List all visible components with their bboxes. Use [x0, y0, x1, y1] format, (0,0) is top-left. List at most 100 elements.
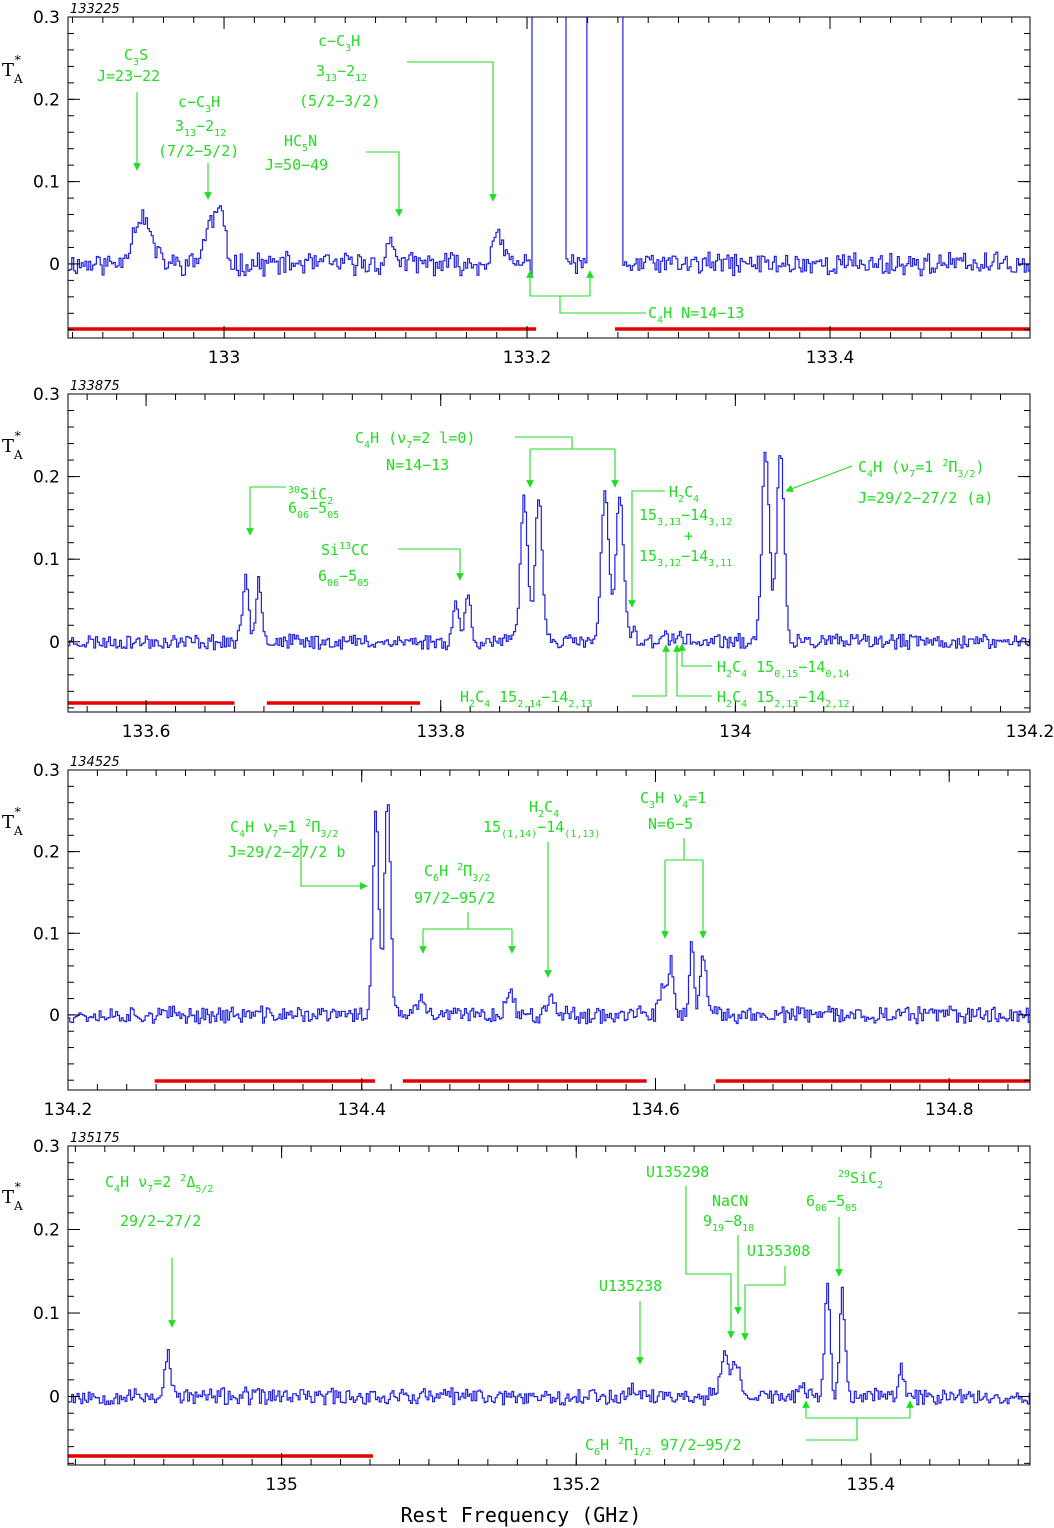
ann-c4h-b-j: J=29/2−27/2 b — [228, 843, 345, 861]
y-tick-label: 0.1 — [33, 173, 60, 193]
y-tick-label: 0 — [49, 1388, 60, 1408]
ann-cc3h2-trans: 313−212 — [316, 62, 367, 84]
ann-h2c4-p2-trans: 15(1,14)−14(1,13) — [483, 818, 600, 840]
spectrum-panel-135175: 0 0.1 0.2 0.3 135 135.2 135.4 135175 — [33, 1131, 1031, 1495]
leader-c6h-12 — [806, 1418, 858, 1441]
arrow-cc3h2 — [407, 61, 497, 202]
annotations-panel-0: C3S J=23−22 c−C3H 313−212 (7/2−5/2) HC5N… — [97, 32, 744, 326]
y-tick-label: 0.2 — [33, 90, 60, 110]
arrow-h2c4 — [628, 490, 665, 608]
x-tick-label: 134.4 — [337, 1100, 386, 1120]
ann-c4h-n: C4H N=14−13 — [648, 304, 744, 326]
ann-h2c4-213: H2C4 152,13−142,12 — [717, 688, 850, 710]
ann-cc3h2-name: c−C3H — [318, 32, 360, 54]
spectrum-line — [68, 804, 1030, 1025]
ann-h2c4-name: H2C4 — [669, 483, 699, 505]
annotations-panel-1: 30SiC2 606−505 Si13CC 606−505 C4H (ν7=2 … — [246, 429, 993, 710]
x-tick-label: 133.6 — [122, 722, 171, 742]
ann-u135298: U135298 — [646, 1163, 709, 1181]
y-tick-label: 0.3 — [33, 385, 60, 405]
ann-nacn-trans: 919−818 — [703, 1212, 754, 1234]
arrow-hc5n — [366, 151, 403, 217]
y-tick-label: 0.2 — [33, 1221, 60, 1241]
ann-c4hv1-j: J=29/2−27/2 (a) — [858, 489, 993, 507]
arrow-c4h-b — [300, 839, 368, 890]
x-tick-label: 135.4 — [847, 1475, 896, 1495]
y-tick-label: 0.1 — [33, 1304, 60, 1324]
spectrum-line — [68, 1282, 1030, 1406]
ann-hc5n-j: J=50−49 — [265, 156, 328, 174]
spectrum-line — [68, 451, 1030, 651]
ann-nacn-name: NaCN — [712, 1192, 748, 1210]
x-tick-label: 133.8 — [416, 722, 465, 742]
ann-c6h-32-j: 97/2−95/2 — [414, 889, 495, 907]
ann-29sic2-name: 29SiC2 — [838, 1169, 883, 1191]
x-tick-label: 135 — [265, 1475, 297, 1495]
ann-h2c4-p2-name: H2C4 — [529, 798, 559, 820]
arrow-30sic2 — [246, 486, 286, 536]
ann-c4h-b-name: C4H ν7=1 2Π3/2 — [230, 818, 338, 840]
x-tick-label: 133 — [208, 348, 240, 368]
ann-c6h-12: C6H 2Π1/2 97/2−95/2 — [585, 1436, 742, 1458]
y-tick-label: 0.1 — [33, 550, 60, 570]
ann-cc3h-trans: 313−212 — [175, 117, 226, 139]
x-axis-label: Rest Frequency (GHz) — [401, 1503, 642, 1527]
y-tick-label: 0 — [49, 633, 60, 653]
x-tick-label: 134.8 — [925, 1100, 974, 1120]
ann-hc5n-name: HC5N — [284, 132, 317, 154]
spectrum-panel-133875: 0 0.1 0.2 0.3 133.6 133.8 134 134.2 133875 — [33, 379, 1054, 742]
plot-frame — [67, 393, 1031, 713]
ann-c3s-name: C3S — [124, 46, 148, 68]
ann-u135308: U135308 — [747, 1242, 810, 1260]
arrow-c4hv1 — [785, 465, 853, 493]
spectrum-panel-134525: 0 0.1 0.2 0.3 134.2 134.4 134.6 134.8 134525 — [33, 755, 1031, 1120]
arrow-h2c4-015 — [678, 643, 712, 667]
ann-si13cc-trans: 606−505 — [318, 567, 369, 589]
x-tick-label: 134.2 — [44, 1100, 93, 1120]
y-tick-label: 0.1 — [33, 924, 60, 944]
ann-h2c4-trans1: 153,13−143,12 — [639, 506, 732, 528]
ann-c4h-d-j: 29/2−27/2 — [120, 1212, 201, 1230]
arrow-u135298 — [685, 1186, 735, 1339]
ann-c3h-n: N=6−5 — [648, 815, 693, 833]
arrow-si13cc — [398, 548, 464, 581]
plot-frame — [67, 1145, 1031, 1466]
panel-label: 135175 — [70, 1131, 120, 1146]
ann-h2c4-214: H2C4 152,14−142,13 — [460, 688, 593, 710]
ann-cc3h-f: (7/2−5/2) — [158, 142, 239, 160]
spectrum-line — [68, 17, 1030, 277]
y-tick-label: 0.3 — [33, 761, 60, 781]
y-axis-label-p3: TA* — [2, 1180, 23, 1213]
y-axis-label-p0: TA* — [2, 53, 23, 86]
y-axis-label-p1: TA* — [2, 429, 23, 462]
ann-c4hv2-name: C4H (ν7=2 l=0) — [355, 429, 475, 451]
arrow-u135308 — [741, 1266, 786, 1341]
ann-si13cc-name: Si13CC — [321, 541, 369, 559]
ann-c6h-32-name: C6H 2Π3/2 — [424, 862, 490, 884]
y-axis-label-p2: TA* — [2, 805, 23, 838]
y-tick-label: 0.2 — [33, 843, 60, 863]
ann-h2c4-plus: + — [684, 527, 693, 545]
y-tick-label: 0.3 — [33, 8, 60, 28]
spectrum-panel-133225: 0 0.1 0.2 0.3 133 133.2 133.4 133225 — [33, 2, 1031, 368]
x-tick-label: 134 — [719, 722, 751, 742]
ann-30sic2-trans: 606−505 — [288, 499, 339, 521]
ann-c4hv1-name: C4H (ν7=1 2Π3/2) — [858, 458, 984, 480]
ann-c4h-d-name: C4H ν7=2 2Δ5/2 — [105, 1173, 213, 1195]
arrow-h2c4-214 — [632, 644, 670, 697]
panel-label: 134525 — [70, 755, 120, 770]
ann-u135238: U135238 — [599, 1277, 662, 1295]
ann-h2c4-015: H2C4 150,15−140,14 — [717, 658, 850, 680]
leader-c4h — [559, 296, 646, 314]
y-tick-label: 0.2 — [33, 468, 60, 488]
ann-c3s-j: J=23−22 — [97, 67, 160, 85]
plot-frame — [67, 769, 1031, 1091]
x-tick-label: 134.6 — [631, 1100, 680, 1120]
ann-c4hv2-n: N=14−13 — [386, 456, 449, 474]
arrow-h2c4-213 — [673, 644, 712, 697]
y-tick-label: 0 — [49, 255, 60, 275]
ann-cc3h-name: c−C3H — [178, 93, 220, 115]
ann-29sic2-trans: 606−505 — [806, 1192, 857, 1214]
annotations-panel-2: C4H ν7=1 2Π3/2 J=29/2−27/2 b C6H 2Π3/2 9… — [228, 789, 707, 978]
